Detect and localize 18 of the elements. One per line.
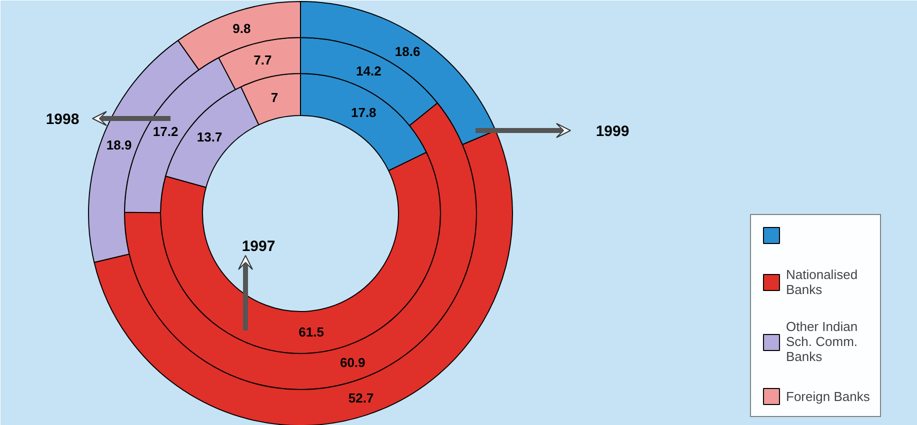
data-label: 17.2 <box>152 124 178 139</box>
data-label: 60.9 <box>340 355 366 370</box>
data-label: 52.7 <box>348 390 374 406</box>
data-label: 18.6 <box>394 44 420 60</box>
data-label: 7.7 <box>254 52 272 68</box>
slice-label: 1998 <box>46 111 80 128</box>
data-label: 17.8 <box>350 105 376 120</box>
data-label: 7 <box>270 90 278 105</box>
slice-label: 1999 <box>596 123 630 140</box>
legend-label: Other Indian Sch. Comm. Banks <box>786 319 858 364</box>
data-label: 13.7 <box>196 129 222 144</box>
data-label: 18.9 <box>106 137 132 152</box>
legend-label: Nationalised Banks <box>786 267 858 297</box>
legend-label: Foreign Banks <box>786 388 870 404</box>
data-label: 61.5 <box>298 324 324 340</box>
slice-label: 1997 <box>242 238 276 255</box>
data-label: 14.2 <box>356 63 382 78</box>
data-label: 9.8 <box>232 21 251 36</box>
